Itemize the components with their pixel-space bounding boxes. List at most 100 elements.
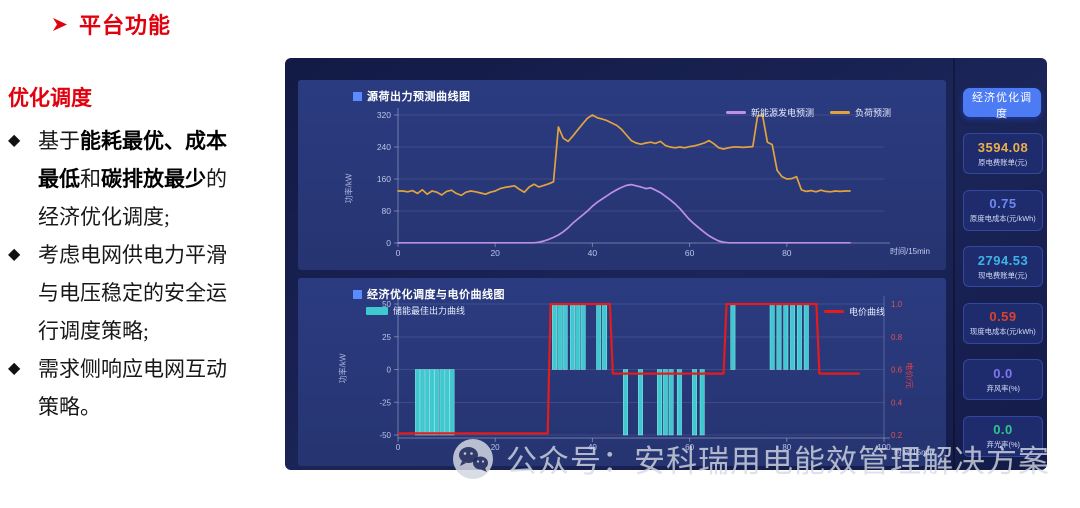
storage-bar bbox=[439, 369, 445, 436]
dispatch-price-chart: 50 25 0 -25 -50 1.0 0.8 0.6 0.4 0.2 0 20 40 60 80 100 bbox=[379, 296, 903, 452]
feature-bullet: ◆ 考虑电网供电力平滑与电压稳定的安全运行调度策略; bbox=[8, 236, 258, 350]
storage-bar bbox=[692, 369, 697, 436]
storage-bar bbox=[570, 303, 575, 370]
storage-bar bbox=[419, 369, 425, 436]
storage-bar bbox=[434, 369, 440, 436]
title-square-icon bbox=[353, 289, 362, 299]
storage-bar bbox=[730, 303, 736, 370]
legend-item-load[interactable]: 负荷预测 bbox=[830, 106, 891, 119]
metric-card-label: 现电费账单(元) bbox=[978, 270, 1028, 280]
metric-card: 0.0 弃光率(%) bbox=[963, 415, 1043, 457]
metric-card-value: 0.59 bbox=[989, 309, 1017, 324]
storage-bar bbox=[575, 303, 581, 370]
economic-dispatch-button[interactable]: 经济优化调度 bbox=[963, 88, 1041, 120]
legend-item-price[interactable]: 电价曲线 bbox=[824, 305, 885, 318]
metric-card: 0.75 原度电成本(元/kWh) bbox=[963, 189, 1043, 231]
chart2-y-axis-label-left: 功率/kW bbox=[338, 353, 348, 384]
svg-text:25: 25 bbox=[382, 333, 391, 342]
storage-bar bbox=[668, 369, 674, 436]
metric-card-label: 弃风率(%) bbox=[986, 383, 1020, 393]
chart2-y-axis-label-right: 电价/元 bbox=[904, 362, 914, 389]
svg-text:20: 20 bbox=[491, 443, 500, 452]
renewable-line-swatch-icon bbox=[726, 111, 746, 114]
load-line-swatch-icon bbox=[830, 111, 851, 114]
feature-bullet: ◆ 需求侧响应电网互动策略。 bbox=[8, 350, 258, 426]
svg-text:40: 40 bbox=[588, 248, 598, 258]
page-header: 平台功能 bbox=[52, 8, 171, 40]
metric-card-value: 0.75 bbox=[989, 196, 1017, 211]
metric-card: 3594.08 原电费账单(元) bbox=[963, 133, 1043, 174]
storage-bar bbox=[444, 369, 450, 436]
storage-bar bbox=[657, 369, 662, 436]
energy-dashboard: 源荷出力预测曲线图 新能源发电预测 负荷预测 0 80 160 240 320 0 20 40… bbox=[285, 58, 1047, 470]
storage-bar-swatch-icon bbox=[366, 306, 388, 315]
chart1-legend: 新能源发电预测 负荷预测 bbox=[726, 106, 891, 119]
metric-card: 0.0 弃风率(%) bbox=[963, 359, 1043, 400]
section-title: 优化调度 bbox=[8, 86, 92, 110]
storage-bar bbox=[638, 369, 643, 436]
chart1-y-axis-label: 功率/kW bbox=[344, 173, 354, 204]
svg-text:80: 80 bbox=[782, 443, 791, 452]
svg-text:240: 240 bbox=[377, 142, 391, 152]
kpi-sidebar: 经济优化调度 3594.08 原电费账单(元) 0.75 原度电成本(元/kWh) 27… bbox=[953, 58, 1049, 470]
metric-card: 0.59 现度电成本(元/kWh) bbox=[963, 302, 1043, 344]
svg-text:100: 100 bbox=[877, 443, 891, 452]
svg-text:0.2: 0.2 bbox=[891, 431, 903, 440]
storage-bar bbox=[602, 303, 608, 370]
storage-bar bbox=[790, 303, 796, 370]
chart-title-row: 经济优化调度与电价曲线图 bbox=[353, 286, 505, 302]
legend-item-renewable[interactable]: 新能源发电预测 bbox=[726, 106, 814, 119]
dispatch-price-panel: 经济优化调度与电价曲线图 储能最佳出力曲线 电价曲线 50 25 0 -25 -50 1.… bbox=[298, 278, 946, 466]
svg-text:320: 320 bbox=[377, 110, 391, 120]
storage-bar bbox=[562, 303, 568, 370]
legend-item-storage[interactable]: 储能最佳出力曲线 bbox=[366, 304, 465, 317]
legend-label: 储能最佳出力曲线 bbox=[393, 306, 466, 316]
metric-card-label: 原度电成本(元/kWh) bbox=[970, 214, 1036, 223]
metric-card-label: 现度电成本(元/kWh) bbox=[970, 327, 1036, 336]
arrow-icon bbox=[53, 17, 67, 31]
diamond-bullet-icon: ◆ bbox=[8, 360, 21, 377]
chart1-x-axis-label: 时间/15min bbox=[890, 247, 931, 256]
feature-bullet: ◆ 基于能耗最优、成本最低和碳排放最少的经济优化调度; bbox=[8, 122, 258, 236]
legend-label: 电价曲线 bbox=[849, 307, 886, 317]
svg-text:50: 50 bbox=[382, 300, 391, 309]
svg-text:-50: -50 bbox=[379, 431, 391, 440]
load-forecast-panel: 源荷出力预测曲线图 新能源发电预测 负荷预测 0 80 160 240 320 0 20 40… bbox=[298, 80, 946, 270]
page-title: 平台功能 bbox=[79, 13, 172, 38]
chart-title: 源荷出力预测曲线图 bbox=[367, 91, 471, 103]
metric-card-value: 0.0 bbox=[993, 422, 1013, 437]
feature-bullets: ◆ 基于能耗最优、成本最低和碳排放最少的经济优化调度; ◆ 考虑电网供电力平滑与电压稳… bbox=[8, 122, 258, 426]
metric-card-label: 弃光率(%) bbox=[986, 440, 1020, 449]
storage-bar bbox=[449, 369, 455, 436]
diamond-bullet-icon: ◆ bbox=[8, 132, 21, 149]
svg-text:160: 160 bbox=[377, 174, 391, 184]
storage-bar bbox=[596, 303, 602, 370]
electricity-price-line bbox=[398, 302, 860, 435]
storage-bar bbox=[783, 303, 789, 370]
svg-text:0: 0 bbox=[396, 248, 401, 258]
chart2-x-axis-label: 时间/15min bbox=[894, 448, 935, 457]
feature-text-column: 优化调度 ◆ 基于能耗最优、成本最低和碳排放最少的经济优化调度; ◆ 考虑电网供电力平… bbox=[8, 82, 258, 426]
svg-text:60: 60 bbox=[685, 248, 695, 258]
svg-text:0: 0 bbox=[386, 238, 391, 248]
storage-bar bbox=[557, 303, 563, 370]
bullet-text: 需求侧响应电网互动策略。 bbox=[38, 357, 227, 419]
bullet-text: 基于能耗最优、成本最低和碳排放最少的经济优化调度; bbox=[38, 129, 227, 229]
chart-title: 经济优化调度与电价曲线图 bbox=[367, 289, 505, 301]
metric-card: 2794.53 现电费账单(元) bbox=[963, 246, 1043, 287]
price-legend: 电价曲线 bbox=[824, 305, 885, 318]
storage-bar bbox=[580, 303, 586, 370]
storage-bar bbox=[676, 369, 682, 436]
metric-card-value: 3594.08 bbox=[977, 139, 1029, 155]
svg-text:80: 80 bbox=[782, 248, 792, 258]
svg-text:60: 60 bbox=[685, 443, 694, 452]
svg-text:0.4: 0.4 bbox=[891, 398, 903, 407]
renewable-forecast-line bbox=[397, 183, 851, 244]
storage-output-bars bbox=[415, 303, 809, 436]
storage-bar bbox=[769, 303, 775, 370]
load-forecast-line bbox=[397, 114, 851, 197]
svg-text:0: 0 bbox=[387, 366, 392, 375]
svg-text:20: 20 bbox=[490, 248, 500, 258]
diamond-bullet-icon: ◆ bbox=[8, 246, 21, 263]
storage-bar bbox=[424, 369, 430, 436]
